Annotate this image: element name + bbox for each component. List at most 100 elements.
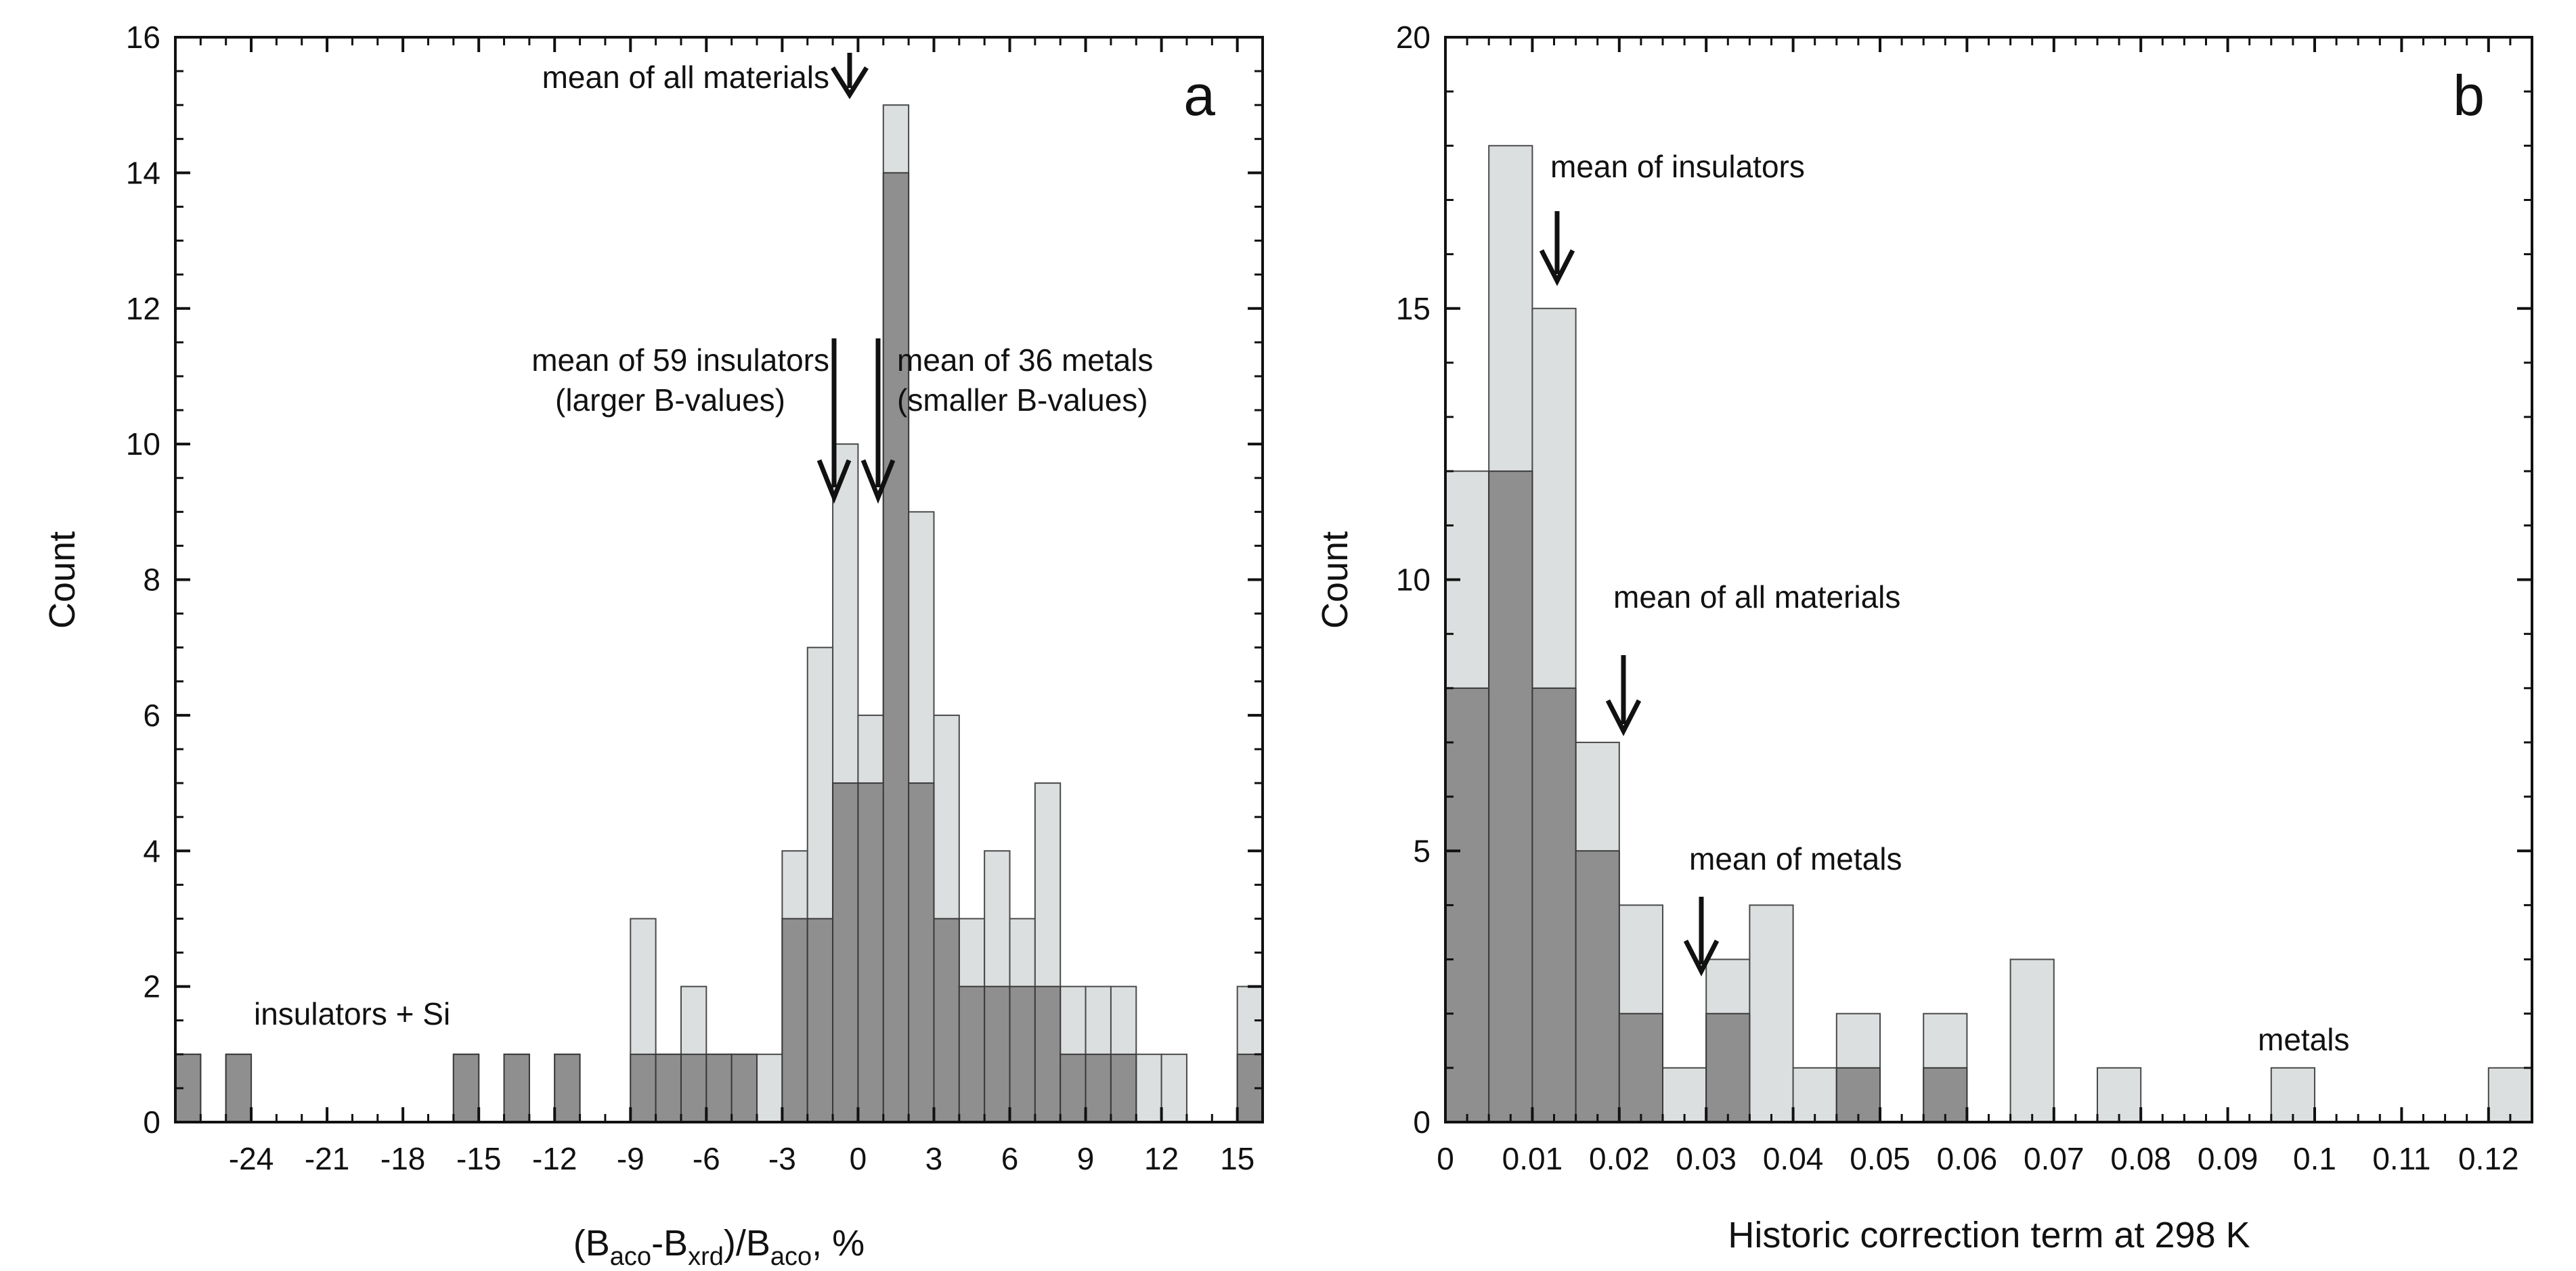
b-annotation-metals: metals [2258,1022,2349,1057]
y-tick-label: 16 [126,20,160,55]
b-bars-insulators [1445,470,1968,1123]
a-bars-all-materials [175,104,1263,1123]
x-tick-label: 0.09 [2198,1141,2258,1176]
y-tick-label: 12 [126,291,160,326]
a-annotation-insulators-note: (larger B-values) [555,382,785,418]
bar-insulators-7 [1923,1067,1968,1123]
x-tick-label: 0 [850,1141,867,1176]
bar-insulators-21 [1060,1053,1087,1123]
x-tick-label: -12 [532,1141,577,1176]
y-tick-label: 8 [143,562,160,598]
bar-insulators-2 [1531,687,1577,1123]
y-tick-label: 10 [126,426,160,462]
x-tick-label: 6 [1001,1141,1019,1176]
bar-insulators-12 [832,782,859,1123]
bar-insulators-3 [503,1053,530,1123]
x-tick-label: 0.05 [1850,1141,1911,1176]
x-tick-label: 0.07 [2024,1141,2084,1176]
a-arrow-mean-all [831,53,869,99]
bar-insulators-18 [984,985,1011,1123]
bar-all-8 [1792,1067,1837,1123]
x-tick-label: 12 [1144,1141,1179,1176]
bar-all-12 [2097,1067,2142,1123]
a-annotation-metals: mean of 36 metals [897,342,1153,378]
b-y-axis-title: Count [1315,531,1355,629]
x-tick-label: 9 [1077,1141,1095,1176]
bar-insulators-9 [730,1053,758,1123]
bar-insulators-4 [554,1053,581,1123]
bar-insulators-13 [857,782,884,1123]
bar-insulators-7 [680,1053,707,1123]
bar-insulators-1 [225,1053,253,1123]
bar-all-7 [1749,904,1794,1123]
x-tick-label: -24 [229,1141,274,1176]
bar-insulators-14 [882,172,910,1123]
bar-insulators-5 [630,1053,657,1123]
bar-insulators-6 [655,1053,682,1123]
b-arrow-mean-metals [1683,897,1720,977]
y-tick-label: 0 [1413,1105,1431,1140]
a-plot-frame [174,36,1264,1123]
bar-insulators-6 [1835,1067,1881,1123]
y-tick-label: 2 [143,969,160,1004]
y-tick-label: 6 [143,698,160,733]
bar-insulators-17 [958,985,986,1123]
x-tick-label: 0.01 [1502,1141,1563,1176]
a-arrow-insulators [816,338,852,504]
x-tick-label: 0 [1437,1141,1454,1176]
x-tick-label: 0.1 [2293,1141,2336,1176]
a-annotation-insulators-si: insulators + Si [254,996,450,1031]
a-panel-label: a [1183,64,1215,127]
x-tick-label: -3 [768,1141,796,1176]
a-x-axis-title: (Baco-Bxrd)/Baco, % [573,1223,865,1271]
b-x-axis-title: Historic correction term at 298 K [1728,1215,2250,1255]
bar-all-13 [2270,1067,2316,1123]
a-annotation-insulators: mean of 59 insulators [531,342,829,378]
y-tick-label: 10 [1396,562,1431,598]
bar-insulators-5 [1705,1012,1751,1123]
b-annotation-mean-metals: mean of metals [1689,841,1902,876]
bar-insulators-3 [1575,850,1620,1123]
a-tick-labels: -24 -21 -18 -15 -12 -9 -6 -3 0 3 6 9 12 15 0 2 4 6 8 10 12 14… [126,20,1254,1176]
bar-insulators-2 [452,1053,480,1123]
b-plot-frame [1444,36,2533,1123]
y-tick-label: 4 [143,833,160,868]
bar-all-10 [756,1053,783,1123]
bar-all-5 [1662,1067,1707,1123]
histogram-panel-a: -24 -21 -18 -15 -12 -9 -6 -3 0 3 6 9 12 15 0 2 4 6 8 10 12 14… [42,20,1264,1271]
bar-insulators-20 [1034,985,1062,1123]
a-bars-insulators [175,172,1263,1123]
b-panel-label: b [2453,64,2485,127]
a-y-axis-title: Count [42,531,83,629]
b-tick-labels: 0 0.01 0.02 0.03 0.04 0.05 0.06 0.07 0.08 0.09 0.1… [1396,20,2519,1176]
x-tick-label: 0.12 [2458,1141,2519,1176]
x-tick-label: 15 [1220,1141,1254,1176]
x-tick-label: -18 [380,1141,425,1176]
histogram-panel-b: 0 0.01 0.02 0.03 0.04 0.05 0.06 0.07 0.08 0.09 0.1… [1315,20,2533,1255]
y-tick-label: 0 [143,1105,160,1140]
bar-all-26 [1160,1053,1187,1123]
y-tick-label: 14 [126,155,160,190]
b-arrow-mean-all [1605,655,1642,736]
x-tick-label: 0.06 [1937,1141,1998,1176]
b-annotation-mean-insulators: mean of insulators [1550,149,1805,184]
x-tick-label: -9 [617,1141,645,1176]
x-tick-label: 3 [925,1141,943,1176]
x-tick-label: 0.08 [2110,1141,2171,1176]
x-tick-label: 0.11 [2372,1141,2430,1176]
a-axis-ticks [174,36,1264,1123]
bar-all-14 [2487,1067,2533,1123]
bar-insulators-11 [806,918,834,1123]
bar-insulators-16 [933,918,960,1123]
a-annotation-metals-note: (smaller B-values) [897,382,1148,418]
x-tick-label: 0.03 [1676,1141,1737,1176]
bar-insulators-10 [781,918,808,1123]
x-tick-label: 0.02 [1589,1141,1650,1176]
bar-insulators-4 [1618,1012,1664,1123]
x-tick-label: -21 [305,1141,349,1176]
bar-all-11 [2009,958,2055,1123]
bar-insulators-22 [1085,1053,1112,1123]
x-tick-label: 0.04 [1763,1141,1824,1176]
y-tick-label: 5 [1413,833,1431,868]
